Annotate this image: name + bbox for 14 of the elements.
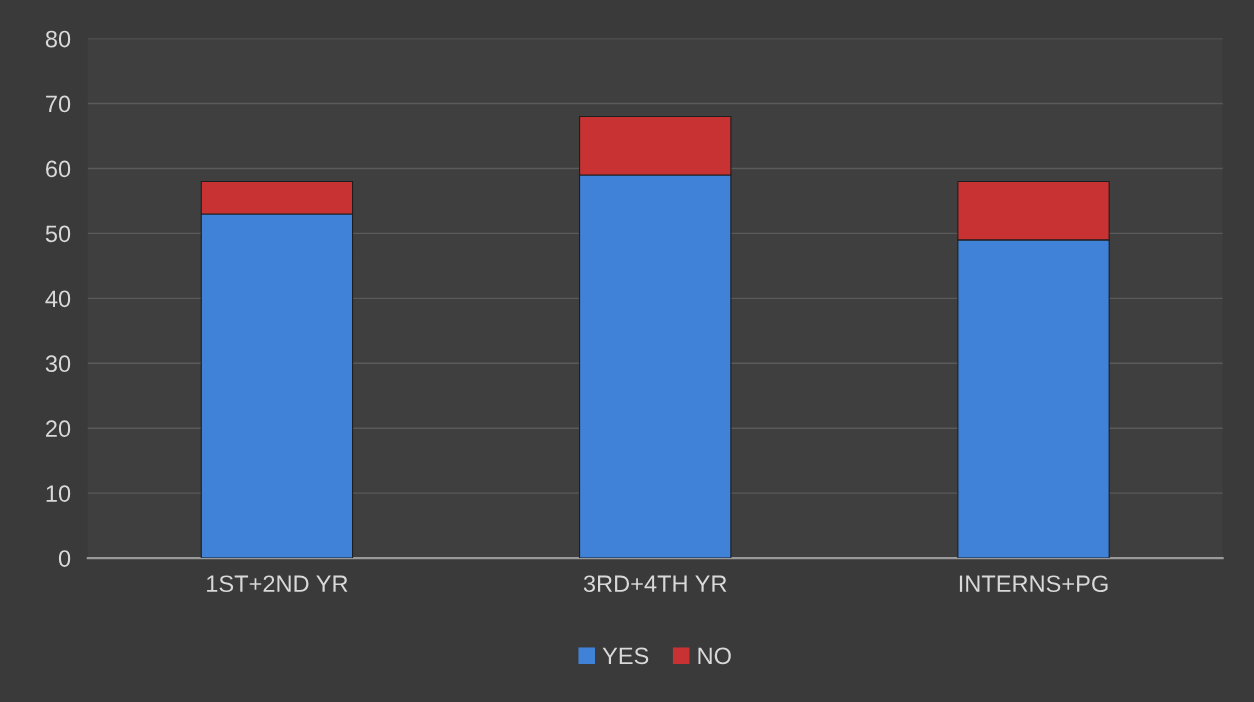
x-tick-label: INTERNS+PG	[959, 575, 1108, 593]
y-tick-label: 60	[46, 160, 71, 178]
y-tick-label: 80	[45, 30, 71, 48]
y-tick-label: 30	[45, 355, 71, 373]
y-tick-label: 40	[45, 290, 71, 308]
x-tick-label: 3RD+4TH YR	[583, 575, 727, 593]
y-tick-label: 10	[46, 485, 71, 502]
legend-label: NO	[698, 647, 731, 665]
y-tick-label: 20	[46, 420, 71, 438]
y-tick-label: 70	[46, 95, 71, 113]
y-tick-label: 0	[58, 550, 71, 567]
x-tick-label: 1ST+2ND YR	[207, 575, 348, 593]
y-tick-label: 50	[45, 225, 71, 243]
legend-label: YES	[602, 647, 649, 665]
